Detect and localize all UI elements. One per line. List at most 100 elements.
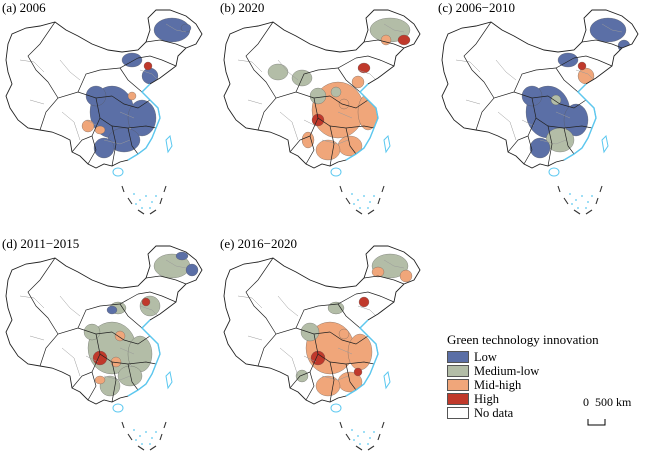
region-patch [114, 330, 126, 342]
island-dot [135, 203, 137, 205]
province-boundary [555, 67, 579, 93]
region-patch [141, 67, 159, 85]
island-dot [149, 443, 151, 445]
nine-dash-segment [339, 421, 343, 429]
panel-label-e: (e) 2016−2020 [220, 236, 298, 251]
region-patch [315, 375, 341, 397]
region-patch [327, 301, 345, 315]
admin-boundary [321, 375, 349, 381]
region-patch [106, 305, 118, 315]
admin-boundary [279, 347, 299, 377]
legend-swatch-mid-high [447, 379, 469, 391]
admin-boundary [29, 335, 45, 341]
panel-label-c: (c) 2006−2010 [438, 0, 516, 15]
region-patch [577, 61, 587, 71]
taiwan-island [165, 370, 173, 390]
province-boundary [95, 333, 157, 365]
island-dot [357, 199, 359, 201]
region-patch [371, 321, 385, 335]
admin-boundary [497, 111, 517, 141]
region-patch [127, 91, 137, 101]
province-boundary [119, 303, 143, 329]
admin-boundary [337, 347, 353, 355]
nine-dash-segment [557, 185, 561, 193]
map-panel-c: (c) 2006−2010 [436, 0, 650, 232]
admin-boundary [279, 111, 299, 141]
island-dot [139, 435, 141, 437]
region-patch [371, 85, 385, 99]
admin-boundary [455, 59, 481, 73]
taiwan-island [383, 370, 391, 390]
province-boundary [305, 117, 319, 165]
province-boundary [39, 327, 113, 367]
admin-boundary [383, 259, 405, 269]
admin-boundary [61, 347, 81, 377]
province-boundary [119, 67, 143, 93]
nine-dash-segment [339, 185, 343, 193]
province-boundary [111, 95, 151, 109]
legend-swatch-low [447, 351, 469, 363]
region-patch [371, 266, 385, 278]
admin-boundary [103, 139, 131, 145]
nine-dash-segment [355, 445, 363, 451]
province-boundary [39, 91, 113, 131]
province-boundary [363, 39, 405, 49]
region-patch [295, 369, 309, 383]
legend-label-high: High [474, 392, 499, 406]
island-dot [351, 193, 353, 195]
admin-boundary [495, 59, 517, 81]
province-boundary [355, 55, 395, 67]
island-dot [353, 203, 355, 205]
region-patch [380, 34, 392, 46]
province-boundary [137, 55, 177, 67]
scale-bar-icon [587, 419, 606, 426]
nine-dash-segment [121, 185, 125, 193]
nine-dash-segment [163, 185, 167, 193]
province-boundary [111, 125, 117, 167]
choropleth-regions-c [455, 17, 631, 167]
legend-swatch-medium-low [447, 365, 469, 377]
province-boundary [513, 57, 575, 93]
region-patch [351, 75, 365, 89]
admin-boundary [19, 59, 45, 73]
admin-boundary [555, 111, 571, 119]
hainan-island [548, 167, 560, 177]
region-patch [550, 94, 562, 106]
province-boundary [245, 257, 277, 335]
nine-dash-segment [345, 433, 351, 441]
admin-boundary [119, 111, 135, 119]
province-boundary [507, 135, 529, 153]
region-patch [180, 23, 192, 33]
province-boundary [337, 303, 361, 329]
province-boundary [313, 333, 375, 365]
panel-label-a: (a) 2006 [2, 0, 46, 15]
province-boundary [295, 293, 357, 329]
nine-dash-segment [149, 209, 157, 215]
island-dot [133, 193, 135, 195]
region-patch [300, 322, 320, 342]
nine-dash-segment [137, 445, 145, 451]
china-map-d [5, 245, 203, 451]
china-map-a [5, 9, 203, 215]
admin-boundary [85, 119, 99, 127]
province-boundary [257, 327, 331, 367]
region-patch [577, 67, 595, 85]
admin-boundary [59, 295, 81, 317]
admin-boundary [19, 295, 45, 309]
legend-title: Green technology innovation [447, 332, 599, 347]
china-map-b [223, 9, 421, 215]
taiwan-island [165, 134, 173, 154]
province-boundary [87, 117, 101, 165]
province-boundary [27, 21, 59, 99]
island-dot [363, 195, 365, 197]
choropleth-regions-e [237, 253, 413, 403]
region-patch [301, 131, 315, 149]
nine-dash-segment [563, 197, 569, 205]
choropleth-regions-a [19, 17, 192, 167]
island-dot [369, 437, 371, 439]
island-dot [587, 201, 589, 203]
province-boundary [295, 57, 357, 93]
nine-dash-segment [159, 197, 163, 205]
island-dot [363, 431, 365, 433]
province-boundary [145, 39, 187, 49]
